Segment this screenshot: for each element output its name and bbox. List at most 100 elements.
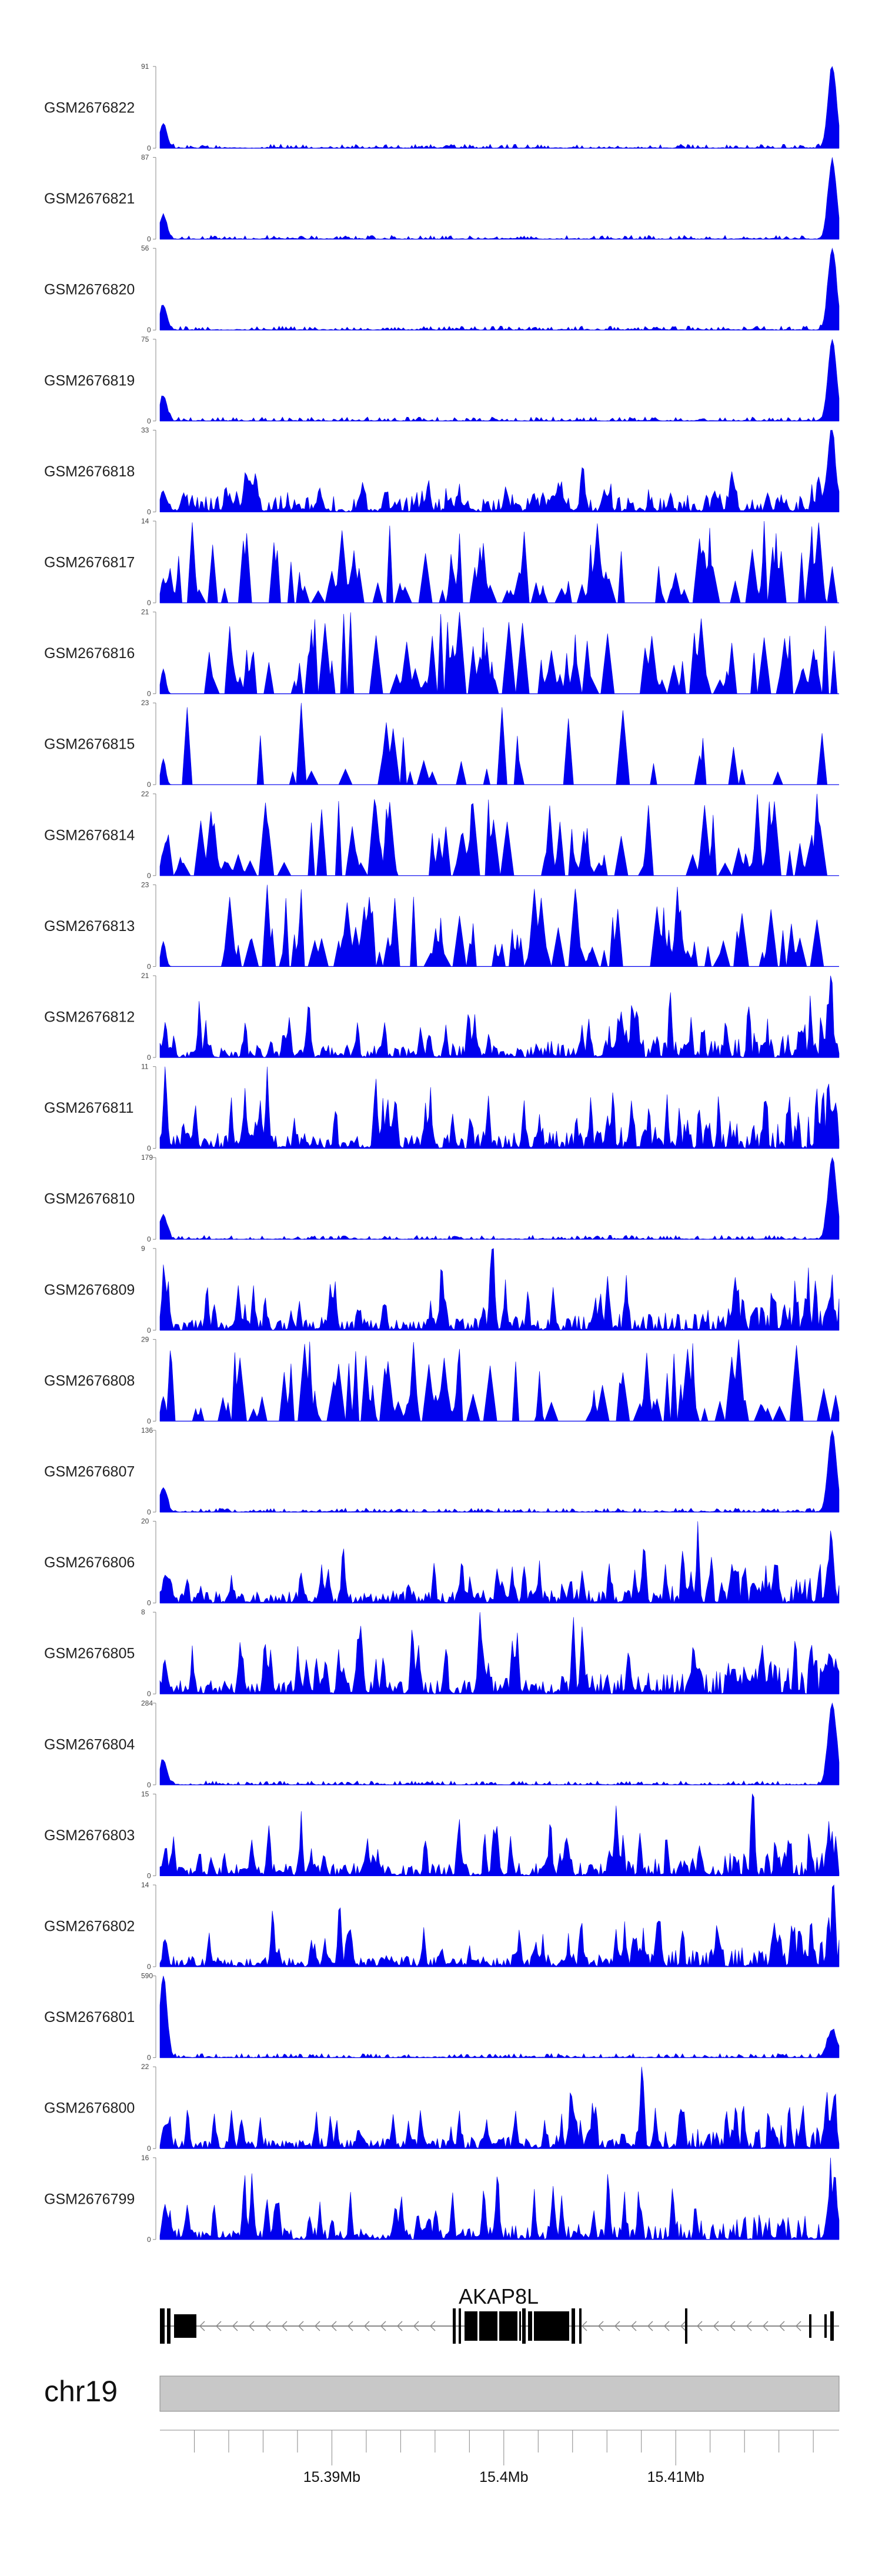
track-ymax-label: 11 — [141, 1063, 149, 1071]
strand-chevron — [630, 2321, 637, 2331]
track-ymin-label: 0 — [147, 1599, 151, 1607]
track-ymax-label: 23 — [141, 880, 149, 889]
track-label: GSM2676822 — [44, 100, 135, 116]
coverage-area — [159, 66, 840, 149]
strand-chevron — [380, 2321, 386, 2331]
exon-gap — [532, 2311, 534, 2341]
track-ymin-label: 0 — [147, 2054, 151, 2062]
track-ymax-label: 136 — [141, 1426, 153, 1434]
track-label: GSM2676820 — [44, 282, 135, 298]
coverage-area — [159, 2067, 840, 2149]
track-ymin-label: 0 — [147, 1235, 151, 1243]
track-ymax-label: 22 — [141, 2063, 149, 2071]
track-label: GSM2676808 — [44, 1373, 135, 1389]
strand-chevron — [199, 2321, 205, 2331]
strand-chevron — [729, 2321, 736, 2331]
track-GSM2676814: GSM2676814 22 0 — [44, 790, 839, 880]
track-ymin-label: 0 — [147, 2144, 151, 2153]
track-label: GSM2676799 — [44, 2191, 135, 2207]
track-label: GSM2676814 — [44, 827, 135, 843]
track-ymax-label: 33 — [141, 426, 149, 434]
coverage-area — [159, 1066, 840, 1149]
strand-chevron — [746, 2321, 752, 2331]
exon-block — [453, 2308, 456, 2344]
coverage-area — [159, 1248, 840, 1331]
strand-chevron — [248, 2321, 255, 2331]
coverage-area — [159, 612, 839, 695]
track-GSM2676810: GSM2676810 179 0 — [44, 1153, 840, 1243]
exon-block — [528, 2311, 569, 2341]
track-label: GSM2676809 — [44, 1282, 135, 1298]
coverage-area — [159, 430, 840, 513]
track-ymin-label: 0 — [147, 1690, 151, 1698]
track-ymax-label: 75 — [141, 335, 149, 343]
track-ymax-label: 23 — [141, 699, 149, 707]
track-GSM2676815: GSM2676815 23 0 — [44, 699, 839, 789]
strand-chevron — [647, 2321, 653, 2331]
strand-chevron — [363, 2321, 370, 2331]
track-label: GSM2676816 — [44, 645, 135, 662]
track-label: GSM2676819 — [44, 372, 135, 389]
track-GSM2676819: GSM2676819 75 0 — [44, 335, 840, 425]
axis-coordinate-label: 15.41Mb — [647, 2469, 704, 2485]
track-ymax-label: 9 — [141, 1244, 145, 1253]
exon-gap — [517, 2311, 519, 2341]
strand-chevron — [281, 2321, 288, 2331]
strand-chevron — [265, 2321, 271, 2331]
coverage-area — [159, 703, 839, 785]
track-label: GSM2676803 — [44, 1827, 135, 1844]
exon-block — [809, 2314, 811, 2338]
strand-chevron — [429, 2321, 436, 2331]
track-label: GSM2676807 — [44, 1464, 135, 1480]
track-GSM2676813: GSM2676813 23 0 — [44, 880, 839, 970]
exon-block — [685, 2308, 687, 2344]
coverage-area — [159, 885, 839, 967]
track-GSM2676804: GSM2676804 284 0 — [44, 1699, 840, 1789]
track-ymax-label: 15 — [141, 1790, 149, 1798]
track-label: GSM2676817 — [44, 555, 135, 571]
strand-chevron — [614, 2321, 620, 2331]
track-GSM2676799: GSM2676799 16 0 — [44, 2154, 840, 2244]
track-ymin-label: 0 — [147, 780, 151, 789]
track-ymax-label: 284 — [141, 1699, 153, 1707]
track-ymax-label: 16 — [141, 2154, 149, 2162]
track-GSM2676822: GSM2676822 91 0 — [44, 62, 840, 152]
strand-chevron — [663, 2321, 670, 2331]
track-GSM2676805: GSM2676805 8 0 — [44, 1608, 840, 1698]
track-GSM2676802: GSM2676802 14 0 — [44, 1881, 840, 1971]
coverage-area — [159, 2157, 840, 2240]
track-ymax-label: 29 — [141, 1335, 149, 1343]
track-ymin-label: 0 — [147, 1871, 151, 1880]
track-GSM2676820: GSM2676820 56 0 — [44, 244, 840, 334]
track-ymax-label: 21 — [141, 608, 149, 616]
strand-chevron — [413, 2321, 419, 2331]
track-GSM2676800: GSM2676800 22 0 — [44, 2063, 840, 2153]
strand-chevron — [314, 2321, 320, 2331]
strand-chevron — [330, 2321, 337, 2331]
track-ymax-label: 21 — [141, 972, 149, 980]
track-label: GSM2676810 — [44, 1191, 135, 1207]
track-GSM2676801: GSM2676801 590 0 — [44, 1972, 840, 2062]
strand-chevron — [696, 2321, 703, 2331]
track-GSM2676806: GSM2676806 20 0 — [44, 1517, 840, 1607]
coverage-area — [159, 339, 840, 422]
track-GSM2676812: GSM2676812 21 0 — [44, 972, 840, 1062]
track-label: GSM2676818 — [44, 463, 135, 480]
exon-block — [572, 2308, 575, 2344]
track-label: GSM2676804 — [44, 1736, 135, 1753]
track-ymax-label: 91 — [141, 62, 149, 71]
exon-gap — [497, 2311, 499, 2341]
strand-chevron — [762, 2321, 769, 2331]
coverage-area — [159, 1157, 840, 1240]
track-ymin-label: 0 — [147, 1053, 151, 1062]
strand-chevron — [298, 2321, 304, 2331]
exon-gap — [477, 2311, 479, 2341]
coverage-area — [159, 1793, 840, 1877]
track-ymin-label: 0 — [147, 1781, 151, 1789]
gene-name-label: AKAP8L — [459, 2284, 539, 2308]
track-label: GSM2676806 — [44, 1554, 135, 1571]
strand-chevron — [581, 2321, 587, 2331]
coverage-area — [159, 1976, 840, 2058]
coverage-area — [159, 1521, 840, 1604]
track-ymin-label: 0 — [147, 1326, 151, 1334]
